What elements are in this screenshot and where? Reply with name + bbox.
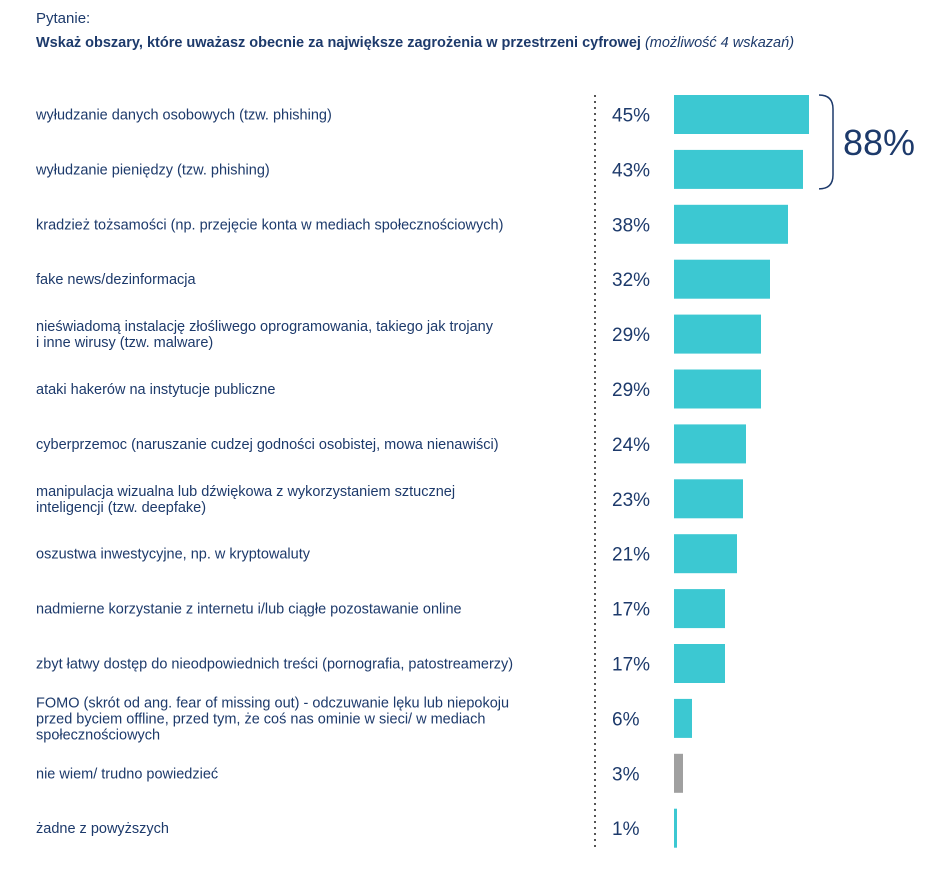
category-label-line: przed byciem offline, przed tym, że coś … (36, 711, 485, 727)
bar (674, 753, 683, 793)
bar (674, 479, 743, 519)
bar (674, 204, 788, 244)
category-label: kradzież tożsamości (np. przejęcie konta… (36, 217, 503, 233)
category-label-line: manipulacja wizualna lub dźwiękowa z wyk… (36, 484, 455, 500)
category-label-line: oszustwa inwestycyjne, np. w kryptowalut… (36, 547, 311, 563)
bar (674, 259, 770, 299)
category-label-line: fake news/dezinformacja (36, 272, 197, 288)
value-label: 29% (612, 325, 650, 346)
category-label-line: społecznościowych (36, 727, 160, 743)
category-label: fake news/dezinformacja (36, 272, 197, 288)
value-label: 32% (612, 270, 650, 291)
category-label-line: ataki hakerów na instytucje publiczne (36, 382, 275, 398)
value-label: 45% (612, 106, 650, 127)
category-label: manipulacja wizualna lub dźwiękowa z wyk… (36, 484, 455, 516)
category-label: zbyt łatwy dostęp do nieodpowiednich tre… (36, 657, 513, 673)
category-label-line: inteligencji (tzw. deepfake) (36, 500, 206, 516)
category-label: nieświadomą instalację złośliwego oprogr… (36, 319, 494, 351)
chart-rows: wyłudzanie danych osobowych (tzw. phishi… (35, 95, 809, 848)
bar (674, 424, 746, 464)
question-text: Wskaż obszary, które uważasz obecnie za … (36, 35, 936, 51)
bar (674, 698, 692, 738)
bar (674, 95, 809, 134)
bar (674, 808, 677, 848)
category-label-line: nie wiem/ trudno powiedzieć (36, 766, 218, 782)
category-label-line: cyberprzemoc (naruszanie cudzej godności… (36, 437, 499, 453)
category-label: wyłudzanie pieniędzy (tzw. phishing) (35, 162, 270, 178)
category-label-line: kradzież tożsamości (np. przejęcie konta… (36, 217, 503, 233)
value-label: 43% (612, 160, 650, 181)
category-label-line: zbyt łatwy dostęp do nieodpowiednich tre… (36, 657, 513, 673)
value-label: 17% (612, 600, 650, 621)
value-label: 17% (612, 655, 650, 676)
category-label: ataki hakerów na instytucje publiczne (36, 382, 275, 398)
value-label: 23% (612, 490, 650, 511)
question-label: Pytanie: (36, 10, 91, 27)
bar (674, 534, 737, 574)
category-label-line: żadne z powyższych (36, 821, 169, 837)
question-main: Wskaż obszary, które uważasz obecnie za … (36, 35, 641, 51)
category-label: cyberprzemoc (naruszanie cudzej godności… (36, 437, 499, 453)
category-label: nie wiem/ trudno powiedzieć (36, 766, 218, 782)
value-label: 38% (612, 215, 650, 236)
category-label-line: FOMO (skrót od ang. fear of missing out)… (36, 695, 509, 711)
value-label: 29% (612, 380, 650, 401)
category-label-line: wyłudzanie danych osobowych (tzw. phishi… (35, 108, 332, 124)
category-label-line: wyłudzanie pieniędzy (tzw. phishing) (35, 162, 270, 178)
bar (674, 314, 761, 354)
total-label: 88% (843, 122, 915, 163)
category-label-line: nieświadomą instalację złośliwego oprogr… (36, 319, 494, 335)
category-label: FOMO (skrót od ang. fear of missing out)… (36, 695, 509, 743)
category-label: żadne z powyższych (36, 821, 169, 837)
value-label: 21% (612, 545, 650, 566)
category-label: nadmierne korzystanie z internetu i/lub … (36, 602, 462, 618)
question-note: (możliwość 4 wskazań) (644, 35, 795, 51)
value-label: 3% (612, 764, 640, 785)
bar (674, 644, 725, 683)
bar (674, 149, 803, 189)
category-label-line: nadmierne korzystanie z internetu i/lub … (36, 602, 462, 618)
category-label: oszustwa inwestycyjne, np. w kryptowalut… (36, 547, 311, 563)
category-label: wyłudzanie danych osobowych (tzw. phishi… (35, 108, 332, 124)
category-label-line: i inne wirusy (tzw. malware) (36, 335, 213, 351)
value-label: 1% (612, 819, 640, 840)
bar (674, 369, 761, 409)
value-label: 6% (612, 709, 640, 730)
value-label: 24% (612, 435, 650, 456)
total-bracket (818, 94, 834, 190)
bar (674, 589, 725, 629)
